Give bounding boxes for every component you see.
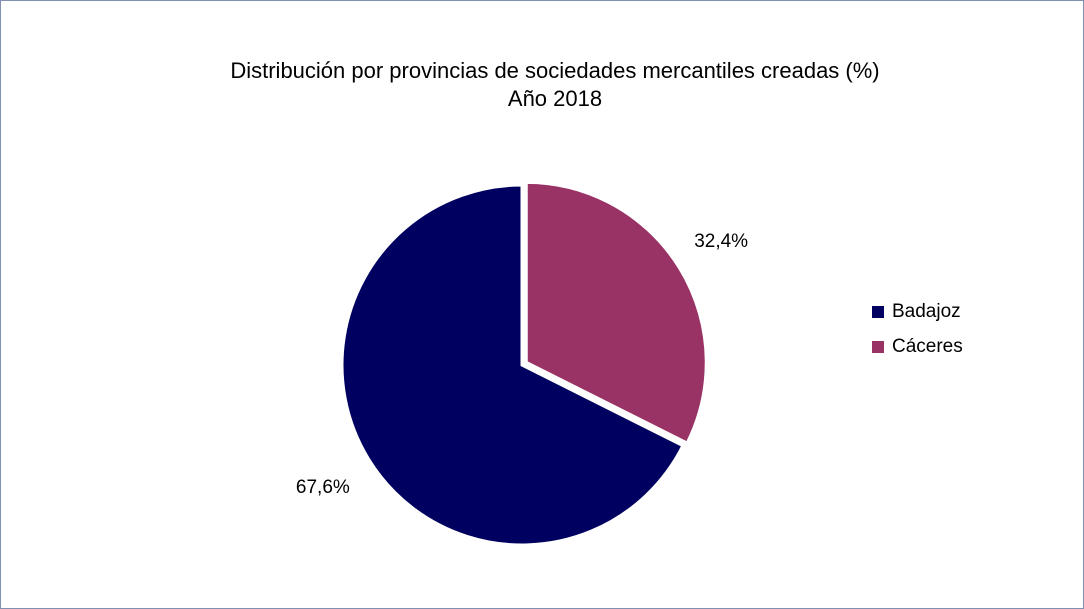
chart-subtitle: Año 2018 xyxy=(508,86,602,111)
legend-swatch xyxy=(872,306,884,318)
legend-label: Cáceres xyxy=(892,336,963,357)
chart-title: Distribución por provincias de sociedade… xyxy=(230,58,879,83)
legend-label: Badajoz xyxy=(892,301,961,322)
pie-slice xyxy=(340,183,685,547)
data-label: 32,4% xyxy=(694,231,748,252)
data-label: 67,6% xyxy=(296,477,350,498)
legend-swatch xyxy=(872,341,884,353)
pie-slice xyxy=(524,180,708,446)
